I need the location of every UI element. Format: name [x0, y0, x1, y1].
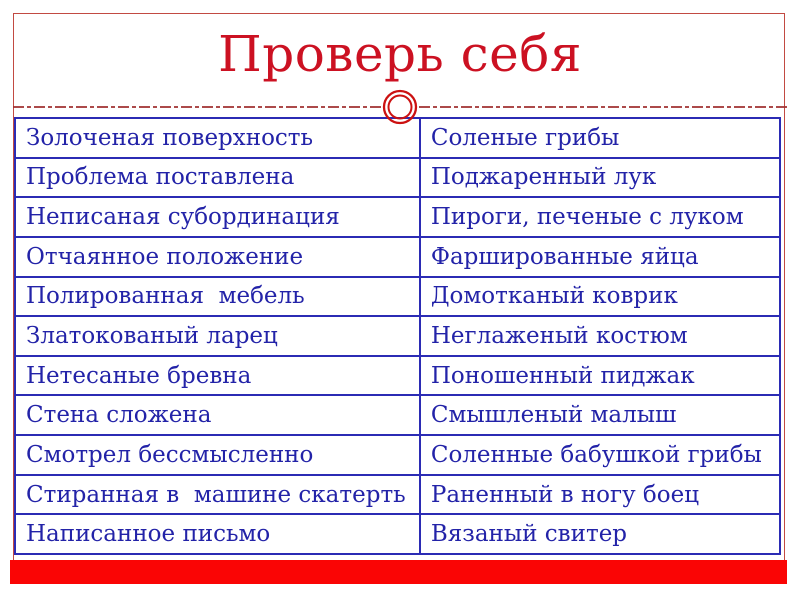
- table-row: Отчаянное положение Фаршированные яйца: [16, 235, 779, 276]
- table-cell: Смотрел бессмысленно: [26, 441, 314, 468]
- table-cell: Неписаная субординация: [26, 204, 340, 231]
- table-cell: Стена сложена: [26, 402, 212, 429]
- table-cell: Смышленый малыш: [418, 396, 779, 435]
- table-cell: Раненный в ногу боец: [418, 475, 779, 514]
- table-cell: Отчаянное положение: [26, 243, 304, 270]
- table-row: Нетесаные бревна Поношенный пиджак: [16, 354, 779, 395]
- table-row: Стена сложена Смышленый малыш: [16, 394, 779, 435]
- table-cell: Проблема поставлена: [26, 164, 295, 191]
- bottom-bar: [10, 560, 787, 584]
- table-cell: Написанное письмо: [26, 521, 271, 548]
- phrase-table: Золоченая поверхность Соленые грибы Пробле…: [14, 117, 781, 555]
- table-row: Неписаная субординация Пироги, печеные с …: [16, 196, 779, 236]
- table-cell: Стиранная в машине скатерть: [26, 481, 406, 508]
- table-cell: Златокованый ларец: [26, 323, 278, 350]
- table-cell: Домотканый коврик: [418, 277, 779, 316]
- table-cell: Соленые грибы: [418, 119, 779, 157]
- table-cell: Фаршированные яйца: [418, 237, 779, 276]
- table-row: Золоченая поверхность Соленые грибы: [16, 119, 779, 157]
- table-cell: Полированная мебель: [26, 283, 305, 310]
- table-row: Стиранная в машине скатерть Раненный в но…: [16, 473, 779, 514]
- table-row: Проблема поставлена Поджаренный лук: [16, 156, 779, 197]
- table-cell: Соленные бабушкой грибы: [418, 436, 779, 474]
- table-cell: Нетесаные бревна: [26, 362, 252, 389]
- table-cell: Пироги, печеные с луком: [418, 198, 779, 236]
- table-cell: Неглаженый костюм: [418, 317, 779, 355]
- page-title: Проверь себя: [218, 25, 582, 83]
- table-cell: Золоченая поверхность: [26, 124, 314, 151]
- table-row: Написанное письмо Вязаный свитер: [16, 513, 779, 554]
- table-cell: Вязаный свитер: [418, 515, 779, 554]
- table-row: Полированная мебель Домотканый коврик: [16, 275, 779, 316]
- table-cell: Поношенный пиджак: [418, 356, 779, 395]
- table-row: Златокованый ларец Неглаженый костюм: [16, 315, 779, 355]
- table-row: Смотрел бессмысленно Соленные бабушкой гр…: [16, 434, 779, 474]
- table-cell: Поджаренный лук: [418, 158, 779, 197]
